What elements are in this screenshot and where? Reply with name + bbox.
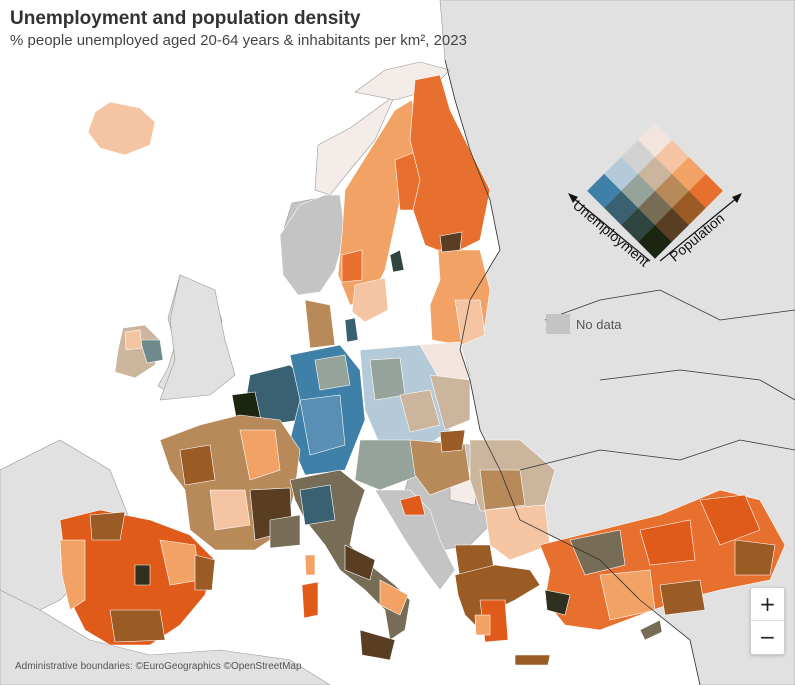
region-ireland[interactable]	[114, 324, 164, 379]
legend-cell	[604, 190, 639, 225]
bivariate-legend: Unemployment Population	[568, 123, 742, 270]
attribution: Administrative boundaries: ©EuroGeograph…	[15, 661, 302, 672]
legend-cell	[671, 190, 706, 225]
no-data-label: No data	[576, 316, 622, 332]
unemployment-arrow-icon	[568, 193, 578, 203]
region-iceland[interactable]	[87, 101, 156, 156]
legend-no-data: No data	[546, 314, 622, 334]
region-italy[interactable]	[289, 469, 411, 661]
region-greece[interactable]	[454, 564, 551, 666]
zoom-in-button[interactable]: +	[759, 592, 776, 616]
zoom-out-button[interactable]: −	[751, 620, 784, 653]
region-central-europe[interactable]	[231, 299, 471, 496]
map-title: Unemployment and population density	[10, 8, 361, 29]
population-arrow-icon	[732, 193, 742, 203]
region-turkey[interactable]	[539, 489, 786, 631]
region-iberia[interactable]	[59, 509, 216, 646]
borders	[444, 59, 795, 685]
region-france[interactable]	[159, 414, 301, 551]
region-balkans[interactable]	[374, 439, 556, 591]
map-subtitle: % people unemployed aged 20-64 years & i…	[10, 32, 467, 49]
region-cyprus[interactable]	[639, 619, 663, 641]
legend-cell	[671, 156, 706, 191]
zoom-control: + −	[750, 587, 785, 655]
region-great-britain	[159, 274, 236, 401]
legend-cell	[604, 156, 639, 191]
no-data-swatch	[546, 314, 570, 334]
